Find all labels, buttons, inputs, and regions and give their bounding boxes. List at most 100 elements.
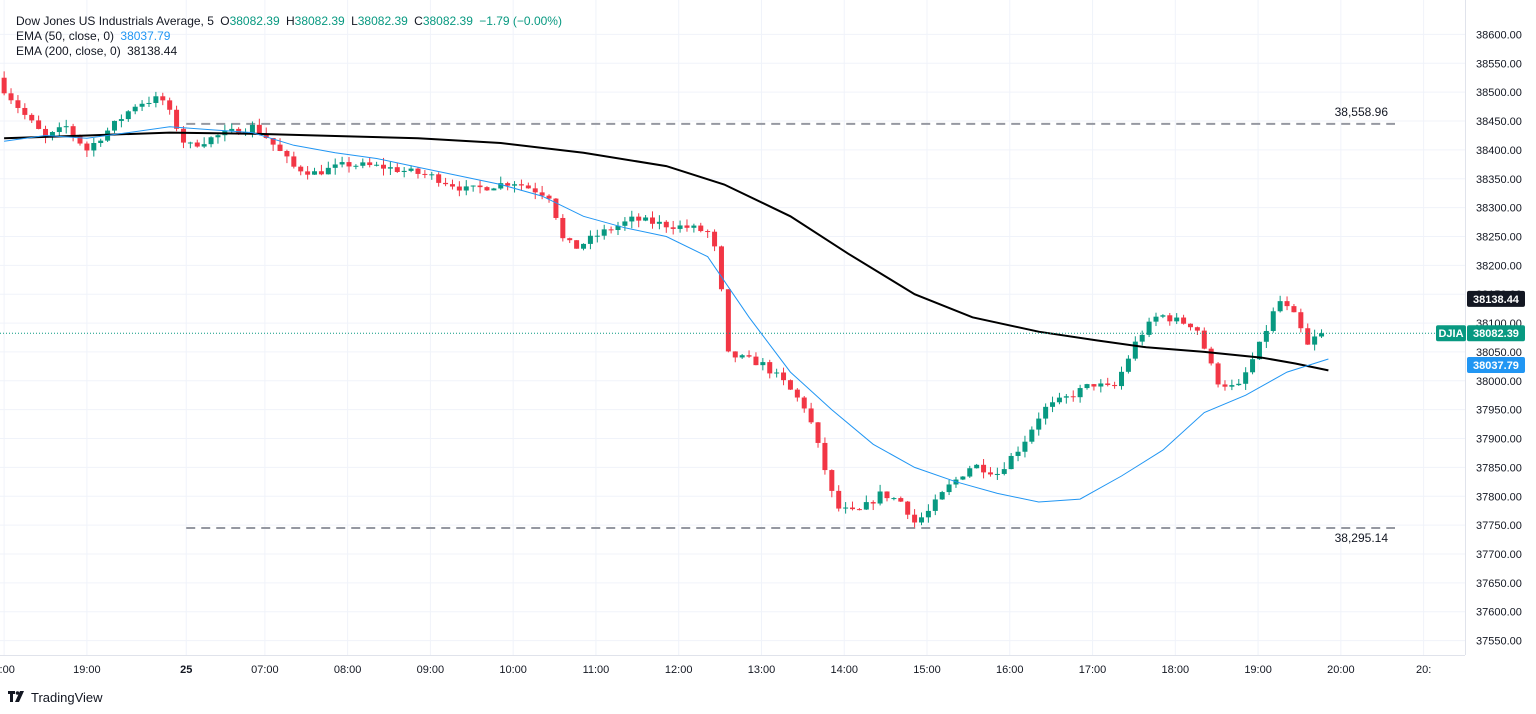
candle-down [174, 109, 180, 129]
candle-down [1091, 384, 1097, 387]
candle-down [477, 185, 483, 188]
candle-down [553, 198, 559, 218]
candle-down [829, 470, 835, 491]
candle-up [1146, 321, 1152, 335]
candle-up [1056, 397, 1062, 403]
candle-up [387, 167, 393, 169]
legend-ema50-row: EMA (50, close, 0) 38037.79 [16, 29, 562, 44]
candle-up [1139, 334, 1145, 342]
candle-down [905, 501, 911, 515]
candle-up [118, 119, 124, 121]
ema200-price-tag-bg [1467, 290, 1525, 307]
x-tick-label: 08:00 [334, 664, 362, 676]
candle-down [436, 174, 442, 183]
x-tick-label: 8:00 [0, 664, 15, 676]
candle-down [284, 150, 290, 157]
candle-up [629, 216, 635, 222]
candle-down [8, 93, 14, 101]
candle-down [298, 166, 304, 172]
candle-up [1098, 383, 1104, 387]
candle-down [546, 195, 552, 199]
candle-down [43, 128, 49, 137]
x-tick-label: 20: [1416, 664, 1431, 676]
candle-down [415, 168, 421, 174]
candle-up [1050, 402, 1056, 407]
candle-up [918, 517, 924, 523]
candle-down [291, 156, 297, 167]
candle-down [443, 182, 449, 185]
candle-down [787, 380, 793, 390]
ema50-label: EMA (50, close, 0) [16, 29, 115, 43]
candles [1, 71, 1325, 528]
tradingview-brand[interactable]: TradingView [8, 690, 103, 705]
tradingview-logo-icon [8, 690, 26, 705]
x-tick-label: 10:00 [499, 664, 527, 676]
candle-down [456, 186, 462, 191]
brand-name: TradingView [31, 690, 103, 705]
candle-down [70, 126, 76, 136]
candle-down [801, 397, 807, 409]
candle-up [360, 162, 366, 166]
candle-up [615, 225, 621, 231]
candle-down [649, 217, 655, 224]
ema50-line [4, 126, 1329, 503]
y-tick-label: 38050.00 [1476, 347, 1522, 359]
y-tick-label: 37950.00 [1476, 405, 1522, 417]
candle-up [125, 111, 131, 120]
y-tick-label: 37550.00 [1476, 636, 1522, 648]
candle-up [677, 225, 683, 229]
candle-down [1208, 348, 1214, 364]
y-tick-label: 37800.00 [1476, 491, 1522, 503]
candle-up [1036, 418, 1042, 430]
x-tick-label: 18:00 [1162, 664, 1190, 676]
candle-down [850, 507, 856, 510]
x-tick-label: 09:00 [417, 664, 445, 676]
candle-down [987, 472, 993, 475]
candle-up [1174, 317, 1180, 322]
x-tick-label: 19:00 [1244, 664, 1272, 676]
y-tick-label: 37600.00 [1476, 607, 1522, 619]
candle-up [1243, 372, 1249, 384]
ohlc-low: L38082.39 [351, 14, 408, 28]
candle-up [208, 137, 214, 145]
candle-down [753, 356, 759, 366]
last-price-tag-bg [1467, 325, 1525, 342]
candle-up [739, 355, 745, 358]
candle-down [781, 372, 787, 381]
candle-down [684, 225, 690, 228]
candle-up [1319, 333, 1325, 337]
candle-down [77, 135, 83, 144]
candle-up [601, 229, 607, 236]
candle-up [491, 188, 497, 191]
candle-up [974, 464, 980, 469]
candle-up [1229, 385, 1235, 387]
candle-down [36, 120, 42, 129]
candle-up [774, 372, 780, 374]
candle-up [1277, 301, 1283, 312]
candle-down [160, 96, 166, 101]
candle-down [525, 185, 531, 189]
candle-down [1298, 312, 1304, 329]
y-tick-label: 37650.00 [1476, 578, 1522, 590]
y-tick-label: 38550.00 [1476, 58, 1522, 70]
candle-down [346, 162, 352, 167]
candle-down [705, 231, 711, 233]
candle-down [884, 491, 890, 499]
candle-up [470, 185, 476, 187]
candle-up [1119, 371, 1125, 387]
candle-down [725, 289, 731, 352]
y-tick-label: 38450.00 [1476, 116, 1522, 128]
candle-up [1270, 311, 1276, 331]
level-label: 38,558.96 [1335, 105, 1389, 119]
candle-down [167, 100, 173, 110]
x-tick-label: 14:00 [830, 664, 858, 676]
candle-up [1063, 396, 1069, 398]
candle-down [194, 142, 200, 147]
level-label: 38,295.14 [1335, 531, 1389, 545]
candle-up [946, 484, 952, 493]
candle-down [15, 100, 21, 108]
candle-down [84, 143, 90, 151]
candle-down [1305, 328, 1311, 345]
candle-up [187, 142, 193, 144]
